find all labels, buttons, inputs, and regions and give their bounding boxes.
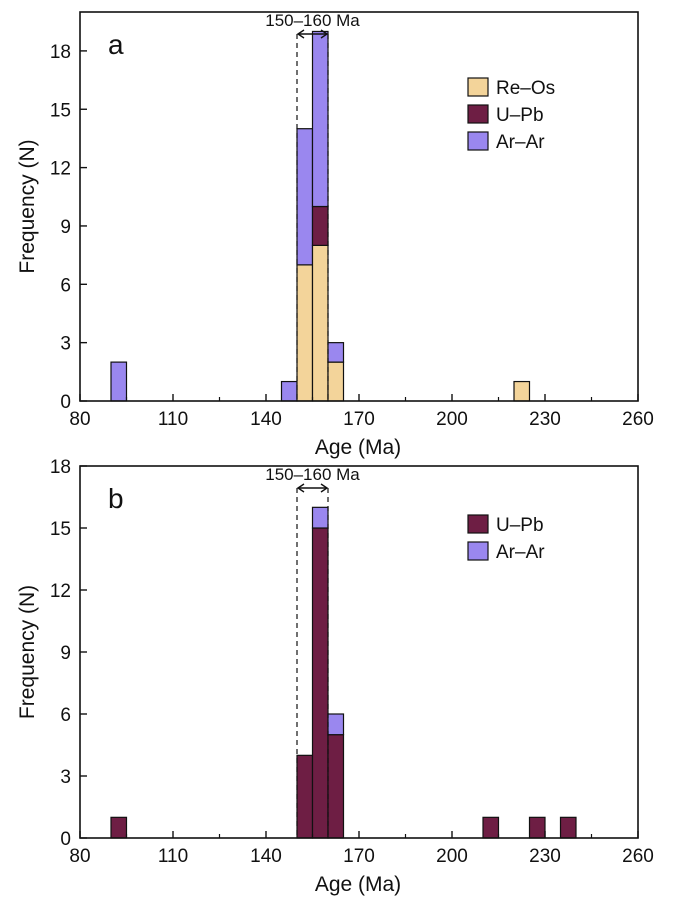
y-tick-label: 12 bbox=[50, 581, 71, 602]
legend: Re–Os U–Pb Ar–Ar bbox=[467, 77, 555, 153]
bar-ar-ar-145ma bbox=[280, 380, 298, 402]
x-tick-label: 230 bbox=[529, 846, 561, 867]
bar-re-os-150ma bbox=[296, 264, 314, 402]
bar-re-os-160ma bbox=[327, 361, 345, 402]
legend-swatch-u-pb bbox=[467, 514, 489, 534]
x-tick-label: 110 bbox=[158, 846, 188, 867]
bars-group bbox=[110, 506, 577, 839]
x-tick-label: 140 bbox=[250, 409, 282, 430]
bar-u-pb-90ma bbox=[110, 816, 128, 839]
x-axis-title: Age (Ma) bbox=[315, 436, 401, 459]
bar-u-pb-155ma bbox=[311, 527, 329, 839]
x-tick-label: 80 bbox=[69, 846, 90, 867]
legend-label-ar-ar: Ar–Ar bbox=[496, 542, 545, 563]
x-tick-label: 260 bbox=[622, 409, 654, 430]
x-tick-label: 170 bbox=[343, 409, 375, 430]
y-tick-label: 9 bbox=[60, 643, 71, 664]
x-tick-label: 260 bbox=[622, 846, 654, 867]
legend-label-u-pb: U–Pb bbox=[496, 105, 544, 126]
x-tick-label: 110 bbox=[158, 409, 188, 430]
x-tick-label: 200 bbox=[436, 846, 468, 867]
y-tick-label: 15 bbox=[50, 519, 71, 540]
x-axis-title: Age (Ma) bbox=[315, 873, 401, 896]
legend: U–Pb Ar–Ar bbox=[467, 514, 545, 563]
y-tick-label: 0 bbox=[60, 392, 71, 413]
bar-ar-ar-160ma bbox=[327, 713, 345, 736]
y-tick-label: 18 bbox=[50, 42, 71, 63]
bar-u-pb-150ma bbox=[296, 754, 314, 839]
bar-u-pb-235ma bbox=[559, 816, 577, 839]
bars-group bbox=[110, 30, 531, 402]
range-arrow-left-head bbox=[296, 483, 305, 493]
bar-re-os-155ma bbox=[311, 244, 329, 402]
x-tick-label: 230 bbox=[529, 409, 561, 430]
legend-label-re-os: Re–Os bbox=[496, 78, 555, 99]
y-tick-label: 3 bbox=[60, 767, 71, 788]
y-tick-label: 0 bbox=[60, 829, 71, 850]
range-annotation-label: 150–160 Ma bbox=[265, 465, 360, 484]
range-arrow-right-head bbox=[320, 483, 329, 493]
range-arrow-left-head bbox=[296, 29, 305, 39]
legend-swatch-ar-ar bbox=[467, 541, 489, 561]
y-tick-label: 6 bbox=[60, 275, 71, 296]
panel-label: a bbox=[108, 29, 124, 60]
bar-ar-ar-160ma bbox=[327, 342, 345, 363]
legend-swatch-re-os bbox=[467, 77, 489, 97]
panel-label: b bbox=[108, 483, 124, 514]
bar-u-pb-210ma bbox=[482, 816, 500, 839]
y-axis-title: Frequency (N) bbox=[16, 139, 39, 273]
y-tick-label: 15 bbox=[50, 100, 71, 121]
chart-panel-a: 150–160 Ma 80 110 140 170 200 230 260 0 3 6 9 12 15 18… bbox=[16, 11, 654, 459]
bar-ar-ar-155ma bbox=[311, 30, 329, 208]
bar-ar-ar-90ma bbox=[110, 361, 128, 402]
x-tick-label: 140 bbox=[250, 846, 282, 867]
y-tick-label: 12 bbox=[50, 159, 71, 180]
chart-panel-b: 150–160 Ma 80 110 140 170 200 230 260 0 3 6 9 12 15 18… bbox=[16, 457, 654, 896]
range-arrow-right-head bbox=[320, 29, 329, 39]
bar-ar-ar-150ma bbox=[296, 128, 314, 266]
bar-u-pb-225ma bbox=[528, 816, 546, 839]
legend-swatch-u-pb bbox=[467, 104, 489, 124]
y-axis-title: Frequency (N) bbox=[16, 585, 39, 719]
y-tick-label: 9 bbox=[60, 217, 71, 238]
plot-frame bbox=[79, 11, 639, 402]
bar-re-os-220ma bbox=[513, 380, 531, 402]
x-tick-label: 200 bbox=[436, 409, 468, 430]
y-tick-label: 6 bbox=[60, 705, 71, 726]
plot-frame bbox=[79, 465, 639, 839]
legend-label-u-pb: U–Pb bbox=[496, 515, 544, 536]
legend-label-ar-ar: Ar–Ar bbox=[496, 132, 545, 153]
bar-ar-ar-155ma bbox=[311, 506, 329, 529]
range-annotation-label: 150–160 Ma bbox=[265, 11, 360, 30]
bar-u-pb-160ma bbox=[327, 734, 345, 839]
x-tick-label: 80 bbox=[69, 409, 90, 430]
y-tick-label: 18 bbox=[50, 457, 71, 478]
x-tick-label: 170 bbox=[343, 846, 375, 867]
legend-swatch-ar-ar bbox=[467, 131, 489, 151]
y-tick-label: 3 bbox=[60, 334, 71, 355]
bar-u-pb-155ma bbox=[311, 205, 329, 247]
